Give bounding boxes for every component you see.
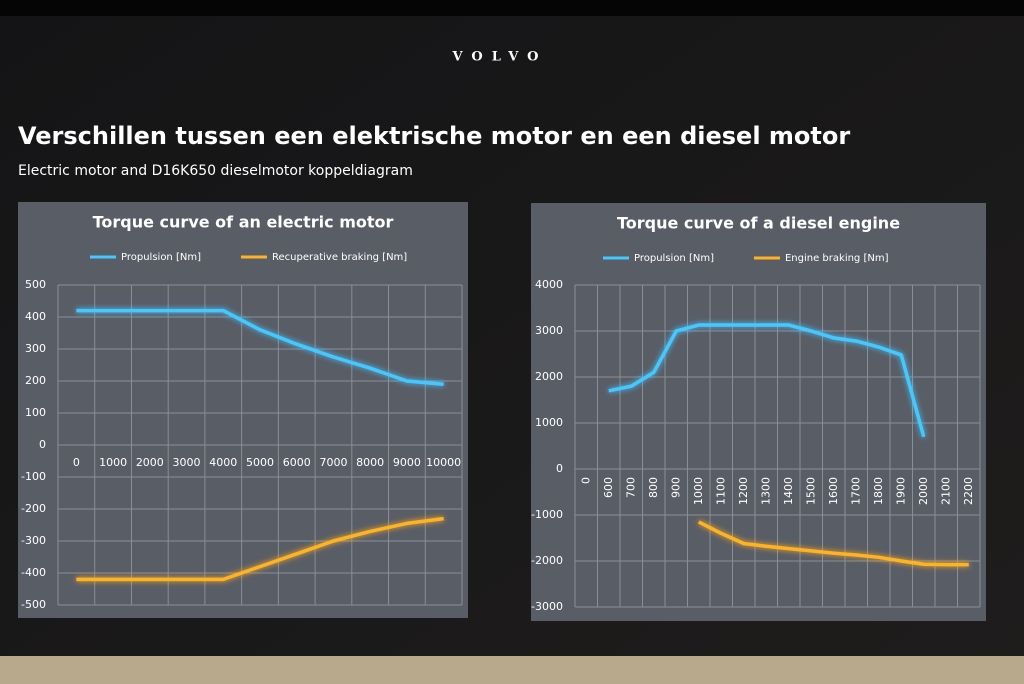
legend-label: Propulsion [Nm]: [121, 252, 201, 263]
x-tick-label: 2100: [939, 477, 952, 505]
x-tick-label: 1500: [804, 477, 817, 505]
desk: [0, 656, 1024, 684]
y-tick-label: 0: [39, 438, 46, 451]
x-tick-label: 3000: [173, 456, 201, 469]
y-tick-label: -300: [21, 534, 46, 547]
y-tick-label: 0: [556, 462, 563, 475]
series-line: [697, 520, 969, 567]
x-tick-label: 600: [602, 477, 615, 498]
legend-label: Engine braking [Nm]: [785, 253, 889, 264]
y-tick-label: -500: [21, 598, 46, 611]
x-tick-label: 0: [73, 456, 80, 469]
x-tick-label: 1100: [714, 477, 727, 505]
page-title: Verschillen tussen een elektrische motor…: [18, 122, 850, 150]
y-tick-label: 300: [25, 342, 46, 355]
chart-title: Torque curve of a diesel engine: [617, 214, 900, 233]
y-tick-label: -200: [21, 502, 46, 515]
series-line: [76, 516, 444, 582]
panel: [531, 203, 986, 621]
x-tick-label: 800: [647, 477, 660, 498]
x-tick-label: 1700: [849, 477, 862, 505]
x-tick-label: 1000: [99, 456, 127, 469]
x-tick-label: 5000: [246, 456, 274, 469]
y-tick-label: -3000: [531, 600, 563, 613]
bezel: [0, 0, 1024, 16]
x-tick-label: 1200: [737, 477, 750, 505]
x-tick-label: 1800: [872, 477, 885, 505]
x-tick-label: 10000: [426, 456, 461, 469]
x-tick-label: 1000: [692, 477, 705, 505]
y-tick-label: -400: [21, 566, 46, 579]
y-tick-label: 400: [25, 310, 46, 323]
x-tick-label: 0: [579, 477, 592, 484]
x-tick-label: 8000: [356, 456, 384, 469]
legend-label: Propulsion [Nm]: [634, 253, 714, 264]
y-tick-label: -1000: [531, 508, 563, 521]
x-tick-label: 2000: [136, 456, 164, 469]
x-tick-label: 1300: [759, 477, 772, 505]
y-tick-label: -100: [21, 470, 46, 483]
y-tick-label: 100: [25, 406, 46, 419]
page-subtitle: Electric motor and D16K650 dieselmotor k…: [18, 163, 413, 179]
x-tick-label: 1600: [827, 477, 840, 505]
x-tick-label: 9000: [393, 456, 421, 469]
x-tick-label: 6000: [283, 456, 311, 469]
x-tick-label: 2000: [917, 477, 930, 505]
chart-title: Torque curve of an electric motor: [93, 213, 394, 232]
y-tick-label: 2000: [535, 370, 563, 383]
y-tick-label: 1000: [535, 416, 563, 429]
x-tick-label: 900: [669, 477, 682, 498]
y-tick-label: 4000: [535, 278, 563, 291]
y-tick-label: 3000: [535, 324, 563, 337]
series-line: [76, 308, 444, 386]
x-tick-label: 7000: [319, 456, 347, 469]
panel: [18, 202, 468, 618]
y-tick-label: 500: [25, 278, 46, 291]
series-line: [608, 323, 926, 438]
x-tick-label: 2200: [962, 477, 975, 505]
x-tick-label: 700: [624, 477, 637, 498]
y-tick-label: -2000: [531, 554, 563, 567]
x-tick-label: 4000: [209, 456, 237, 469]
y-tick-label: 200: [25, 374, 46, 387]
x-tick-label: 1400: [782, 477, 795, 505]
brand: VOLVO: [452, 50, 548, 65]
legend-label: Recuperative braking [Nm]: [272, 252, 407, 263]
x-tick-label: 1900: [894, 477, 907, 505]
